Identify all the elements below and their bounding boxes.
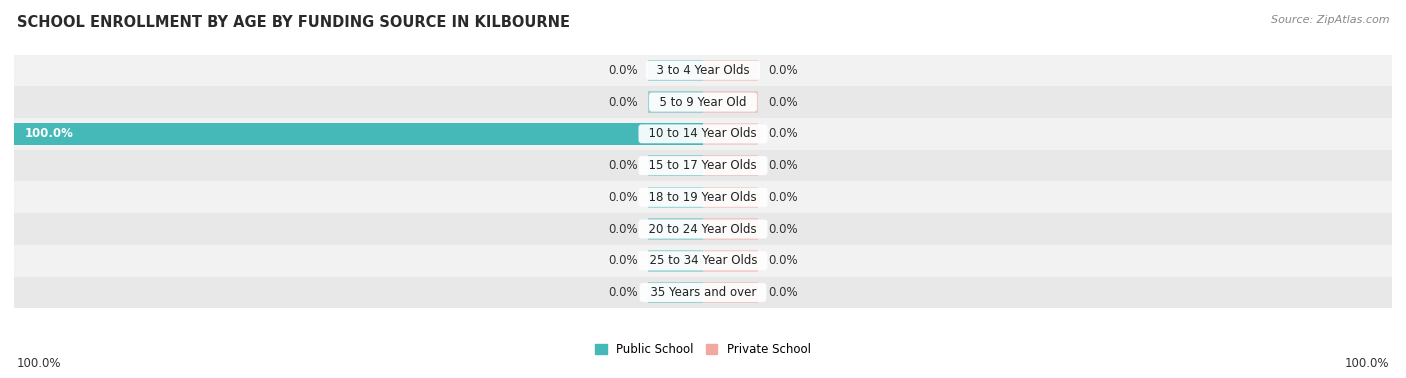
Text: 100.0%: 100.0% [17, 358, 62, 370]
Bar [703, 60, 758, 81]
Bar [14, 181, 1392, 213]
Bar [14, 213, 1392, 245]
Text: 100.0%: 100.0% [24, 127, 73, 140]
Legend: Public School, Private School: Public School, Private School [591, 338, 815, 361]
Bar [648, 91, 703, 113]
Bar [703, 155, 758, 177]
Text: 20 to 24 Year Olds: 20 to 24 Year Olds [641, 223, 765, 235]
Bar [703, 250, 758, 271]
Bar [703, 282, 758, 303]
Bar [703, 91, 758, 113]
Bar [648, 186, 703, 208]
Text: 15 to 17 Year Olds: 15 to 17 Year Olds [641, 159, 765, 172]
Bar [14, 86, 1392, 118]
Text: 10 to 14 Year Olds: 10 to 14 Year Olds [641, 127, 765, 140]
Text: 25 to 34 Year Olds: 25 to 34 Year Olds [641, 254, 765, 267]
Text: Source: ZipAtlas.com: Source: ZipAtlas.com [1271, 15, 1389, 25]
Bar [703, 123, 758, 145]
Text: 0.0%: 0.0% [769, 223, 799, 235]
Text: 0.0%: 0.0% [769, 64, 799, 77]
Text: 0.0%: 0.0% [607, 96, 637, 108]
Bar [648, 155, 703, 177]
Bar [703, 218, 758, 240]
Text: 35 Years and over: 35 Years and over [643, 286, 763, 299]
Text: 0.0%: 0.0% [769, 286, 799, 299]
Text: 18 to 19 Year Olds: 18 to 19 Year Olds [641, 191, 765, 204]
Text: 0.0%: 0.0% [607, 286, 637, 299]
Text: SCHOOL ENROLLMENT BY AGE BY FUNDING SOURCE IN KILBOURNE: SCHOOL ENROLLMENT BY AGE BY FUNDING SOUR… [17, 15, 569, 30]
Text: 0.0%: 0.0% [607, 254, 637, 267]
Bar [14, 277, 1392, 308]
Text: 5 to 9 Year Old: 5 to 9 Year Old [652, 96, 754, 108]
Bar [648, 282, 703, 303]
Text: 0.0%: 0.0% [607, 223, 637, 235]
Text: 0.0%: 0.0% [769, 127, 799, 140]
Bar [14, 118, 1392, 150]
Text: 3 to 4 Year Olds: 3 to 4 Year Olds [650, 64, 756, 77]
Text: 0.0%: 0.0% [769, 159, 799, 172]
Bar [14, 150, 1392, 181]
Text: 0.0%: 0.0% [769, 254, 799, 267]
Bar [703, 186, 758, 208]
Text: 0.0%: 0.0% [769, 191, 799, 204]
Bar [648, 250, 703, 271]
Bar [14, 123, 703, 145]
Bar [14, 245, 1392, 277]
Bar [648, 60, 703, 81]
Text: 100.0%: 100.0% [1344, 358, 1389, 370]
Bar [648, 218, 703, 240]
Bar [14, 54, 1392, 86]
Text: 0.0%: 0.0% [607, 159, 637, 172]
Text: 0.0%: 0.0% [607, 191, 637, 204]
Text: 0.0%: 0.0% [769, 96, 799, 108]
Text: 0.0%: 0.0% [607, 64, 637, 77]
